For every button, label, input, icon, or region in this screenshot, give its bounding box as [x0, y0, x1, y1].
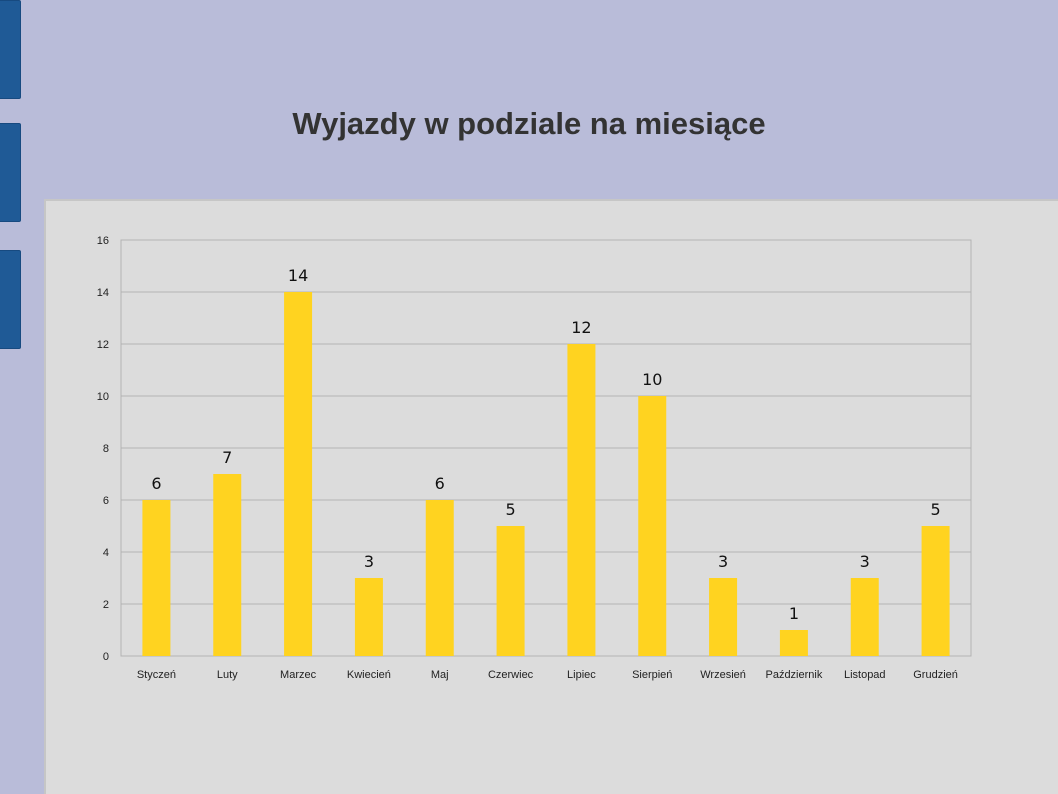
- x-tick-label: Kwiecień: [347, 669, 391, 681]
- bar: [496, 526, 525, 656]
- data-label: 3: [718, 552, 728, 571]
- y-tick-label: 14: [97, 287, 109, 299]
- x-tick-label: Marzec: [280, 669, 317, 681]
- y-tick-label: 4: [103, 547, 109, 559]
- y-tick-label: 16: [97, 235, 109, 247]
- data-label: 14: [288, 266, 308, 285]
- bar: [567, 344, 596, 656]
- bar: [638, 396, 667, 656]
- slide-title: Wyjazdy w podziale na miesiące: [292, 106, 766, 141]
- bar: [425, 500, 454, 656]
- data-label: 5: [930, 500, 940, 519]
- data-label: 5: [505, 500, 515, 519]
- x-tick-label: Wrzesień: [700, 669, 746, 681]
- bar: [779, 630, 808, 656]
- slide-tab-2: [0, 123, 21, 222]
- bar: [213, 474, 242, 656]
- bar: [142, 500, 171, 656]
- data-label: 6: [435, 474, 445, 493]
- data-label: 3: [364, 552, 374, 571]
- bar: [709, 578, 738, 656]
- bar: [284, 292, 313, 656]
- x-tick-label: Maj: [431, 669, 449, 681]
- data-label: 12: [571, 318, 591, 337]
- data-label: 1: [789, 604, 799, 623]
- y-tick-label: 12: [97, 339, 109, 351]
- y-tick-label: 2: [103, 599, 109, 611]
- y-tick-label: 0: [103, 651, 109, 663]
- data-label: 6: [151, 474, 161, 493]
- y-tick-label: 8: [103, 443, 109, 455]
- x-tick-label: Luty: [217, 669, 238, 681]
- plot-border: [120, 239, 972, 657]
- y-tick-label: 10: [97, 391, 109, 403]
- data-label: 10: [642, 370, 662, 389]
- x-tick-label: Sierpień: [632, 669, 672, 681]
- bar: [850, 578, 879, 656]
- x-tick-label: Październik: [765, 669, 822, 681]
- data-label: 7: [222, 448, 232, 467]
- x-tick-label: Lipiec: [567, 669, 596, 681]
- slide-tab-1: [0, 0, 21, 99]
- x-tick-label: Styczeń: [137, 669, 176, 681]
- slide-tab-3: [0, 250, 21, 349]
- bar: [921, 526, 950, 656]
- x-tick-label: Listopad: [844, 669, 886, 681]
- bar: [354, 578, 383, 656]
- y-tick-label: 6: [103, 495, 109, 507]
- data-label: 3: [860, 552, 870, 571]
- x-tick-label: Grudzień: [913, 669, 958, 681]
- x-tick-label: Czerwiec: [488, 669, 534, 681]
